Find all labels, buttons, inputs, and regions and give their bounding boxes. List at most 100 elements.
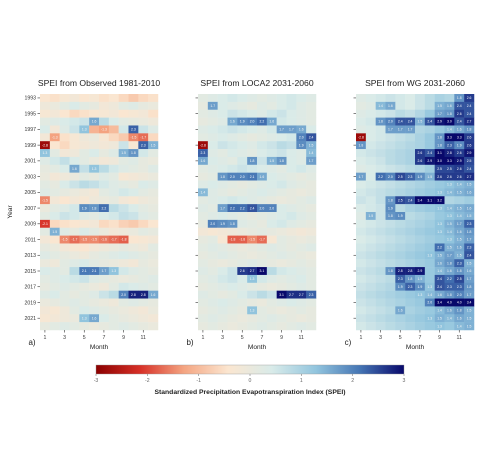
heatmap-cell bbox=[198, 180, 209, 189]
panel-title: SPEI from LOCA2 2031-2060 bbox=[200, 78, 313, 88]
cell-value-label: 1.8 bbox=[388, 269, 393, 273]
heatmap-cell bbox=[198, 322, 209, 331]
heatmap-cell bbox=[395, 251, 406, 260]
panel-label: a) bbox=[28, 338, 35, 347]
heatmap-cell bbox=[257, 212, 268, 221]
heatmap-cell bbox=[89, 227, 100, 236]
cell-value-label: 1.5 bbox=[151, 143, 156, 147]
heatmap-cell bbox=[198, 156, 209, 166]
cell-value-label: 2.8 bbox=[141, 293, 146, 297]
cell-value-label: 2.0 bbox=[230, 175, 235, 179]
cell-value-label: 2.3 bbox=[457, 261, 462, 265]
heatmap-cell bbox=[444, 251, 455, 260]
heatmap-cell bbox=[375, 117, 386, 126]
heatmap-cell bbox=[257, 149, 268, 158]
heatmap-cell bbox=[257, 290, 268, 299]
heatmap-cell bbox=[79, 196, 90, 205]
heatmap-cell bbox=[424, 243, 435, 252]
cell-value-label: 1.3 bbox=[427, 316, 432, 320]
heatmap-cell bbox=[138, 172, 149, 181]
cell-value-label: 1.8 bbox=[408, 277, 413, 281]
heatmap-cell bbox=[198, 133, 209, 142]
cell-value-label: -1.7 bbox=[111, 238, 117, 242]
heatmap-cell bbox=[128, 251, 139, 260]
heatmap-cell bbox=[148, 149, 159, 158]
heatmap-cell bbox=[286, 322, 297, 331]
cell-value-label: 1.4 bbox=[457, 324, 462, 328]
heatmap-cell bbox=[128, 306, 139, 315]
cell-value-label: 1.8 bbox=[388, 198, 393, 202]
heatmap-cell bbox=[306, 212, 317, 221]
heatmap-cell bbox=[375, 282, 386, 291]
heatmap-cell bbox=[49, 227, 60, 236]
heatmap-cell bbox=[266, 180, 277, 189]
heatmap-cells: 1.8 2.6 1.4 1.6 1.5 1.6 2.4 2.4 1.7 1.8 2.6 2.4 1.8 2… bbox=[356, 94, 475, 331]
heatmap-cell bbox=[257, 164, 268, 173]
heatmap-cells: 1.7 1.6 1.9 2.0 2.2 1.6 1.7 1.7 1.6 2.0 2.4 -2.8 1.9… bbox=[198, 94, 317, 331]
heatmap-cell bbox=[237, 156, 248, 166]
heatmap-cell bbox=[198, 164, 209, 173]
heatmap-cell bbox=[395, 267, 406, 276]
heatmap-cell bbox=[148, 180, 159, 189]
heatmap-cell bbox=[405, 188, 416, 197]
heatmap-cell bbox=[424, 212, 435, 221]
heatmap-cell bbox=[296, 180, 307, 189]
heatmap-cell bbox=[395, 172, 406, 181]
heatmap-cell bbox=[415, 314, 426, 323]
heatmap-cell bbox=[257, 259, 268, 268]
heatmap-cell bbox=[257, 267, 268, 276]
heatmap-cell bbox=[395, 282, 406, 291]
cell-value-label: 1.5 bbox=[467, 316, 472, 320]
heatmap-cell bbox=[365, 164, 376, 173]
heatmap-cell bbox=[296, 156, 307, 166]
heatmap-cell bbox=[207, 219, 218, 228]
cell-value-label: 1.7 bbox=[437, 112, 442, 116]
heatmap-cell bbox=[434, 235, 445, 244]
heatmap-cell bbox=[49, 117, 60, 126]
heatmap-cell bbox=[79, 149, 90, 158]
heatmap-cell bbox=[217, 290, 228, 299]
heatmap-cell bbox=[227, 290, 238, 299]
heatmap-cell bbox=[198, 204, 209, 213]
heatmap-cell bbox=[286, 196, 297, 205]
heatmap-cell bbox=[148, 141, 159, 150]
cell-value-label: 3.3 bbox=[447, 159, 452, 163]
y-tick-label: 2001 bbox=[24, 159, 36, 165]
heatmap-cell bbox=[415, 290, 426, 299]
heatmap-cell bbox=[276, 101, 287, 110]
heatmap-cell bbox=[49, 172, 60, 181]
heatmap-cell bbox=[405, 164, 416, 173]
cell-value-label: 2.7 bbox=[467, 120, 472, 124]
heatmap-cell bbox=[198, 314, 209, 323]
cell-value-label: 1.6 bbox=[92, 316, 97, 320]
heatmap-cell bbox=[247, 235, 258, 244]
heatmap-cell bbox=[356, 267, 367, 276]
heatmap-cell bbox=[385, 125, 396, 134]
heatmap-cell bbox=[89, 133, 100, 142]
heatmap-cell bbox=[198, 196, 209, 205]
heatmap-cell bbox=[356, 196, 367, 205]
cell-value-label: 2.7 bbox=[250, 269, 255, 273]
cell-value-label: 2.0 bbox=[388, 175, 393, 179]
heatmap-cell bbox=[306, 180, 317, 189]
heatmap-cell bbox=[306, 259, 317, 268]
heatmap-cell bbox=[257, 125, 268, 134]
cell-value-label: 3.4 bbox=[437, 301, 442, 305]
heatmap-cell bbox=[118, 101, 129, 110]
heatmap-cell bbox=[296, 101, 307, 110]
heatmap-cell bbox=[148, 133, 159, 142]
cell-value-label: 1.6 bbox=[437, 293, 442, 297]
heatmap-cell bbox=[40, 196, 51, 205]
heatmap-cell bbox=[276, 133, 287, 142]
heatmap-cell bbox=[237, 141, 248, 150]
heatmap-cell bbox=[207, 149, 218, 158]
heatmap-cell bbox=[306, 274, 317, 284]
cell-value-label: 2.9 bbox=[457, 159, 462, 163]
cell-value-label: 2.3 bbox=[447, 143, 452, 147]
heatmap-cell bbox=[148, 204, 159, 213]
heatmap-cell bbox=[454, 274, 465, 284]
heatmap-cell bbox=[40, 243, 51, 252]
cell-value-label: 2.4 bbox=[457, 120, 462, 124]
heatmap-cell bbox=[138, 227, 149, 236]
heatmap-cell bbox=[385, 306, 396, 315]
